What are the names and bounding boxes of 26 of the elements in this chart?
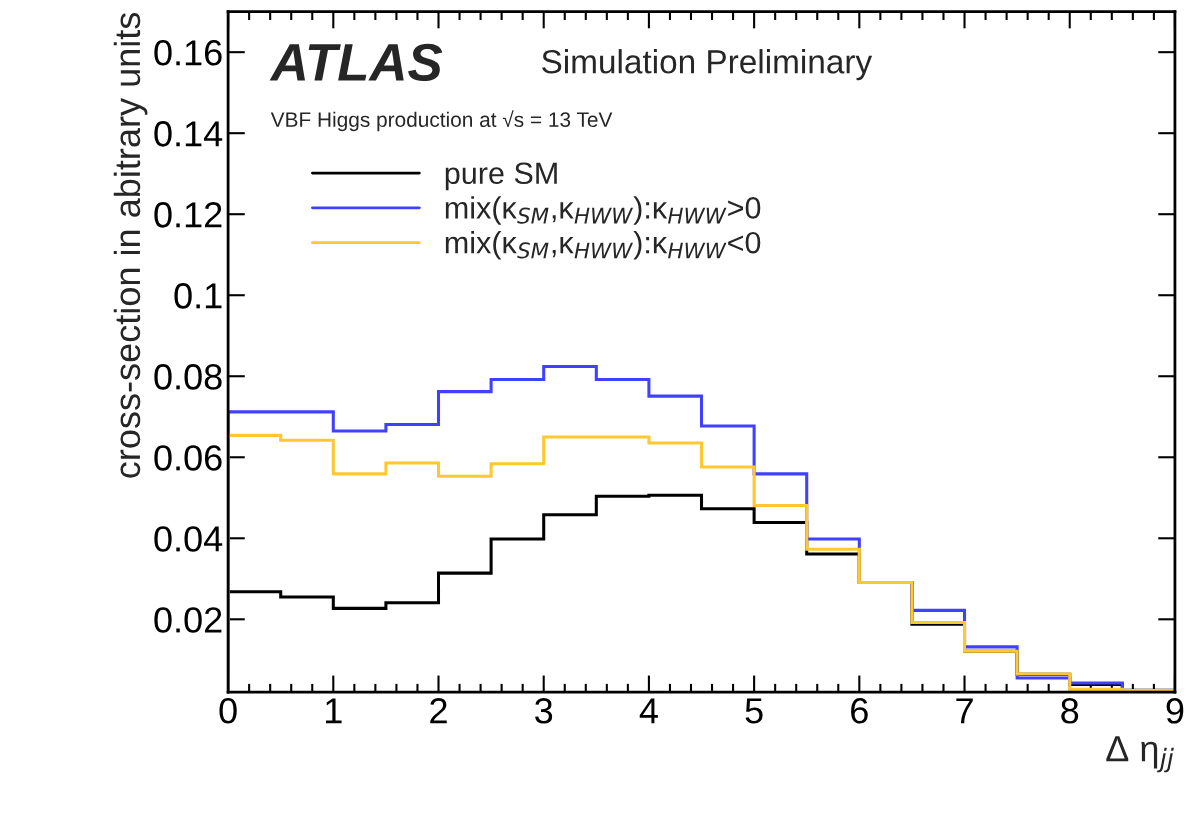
y-tick-label: 0.04 <box>154 526 223 552</box>
y-tick-label: 0.08 <box>154 364 222 390</box>
y-tick-label: 0.06 <box>154 445 222 471</box>
x-tick-label: 3 <box>535 698 553 724</box>
y-axis-title: cross-section in abitrary units <box>113 12 148 478</box>
annotation: VBF Higgs production at √s = 13 TeV <box>270 110 613 132</box>
annotation: Simulation Preliminary <box>542 49 873 81</box>
y-tick-label: 0.02 <box>154 607 222 633</box>
legend-label: mix(κ$_{SM}$,κ$_{HWW}$):κ$_{HWW}$<0 <box>445 231 761 260</box>
legend-label: pure SM <box>445 162 557 191</box>
y-tick-label: 0.12 <box>154 202 222 228</box>
x-axis-title: Δ η$_{jj}$ <box>1106 736 1174 773</box>
legend-label: mix(κ$_{SM}$,κ$_{HWW}$):κ$_{HWW}$>0 <box>445 196 761 225</box>
chart-title: ATLAS <box>269 43 443 82</box>
x-tick-label: 8 <box>1061 698 1079 724</box>
x-tick-label: 9 <box>1166 698 1184 724</box>
x-tick-label: 2 <box>430 698 447 724</box>
x-tick-label: 6 <box>851 698 868 724</box>
x-tick-label: 5 <box>745 698 763 724</box>
x-tick-label: 0 <box>219 698 237 724</box>
x-tick-label: 4 <box>639 698 658 724</box>
x-tick-label: 1 <box>326 698 342 724</box>
y-tick-label: 0.14 <box>154 121 223 147</box>
y-tick-label: 0.16 <box>154 40 222 66</box>
y-tick-label: 0.1 <box>174 283 222 309</box>
x-tick-label: 7 <box>956 698 973 724</box>
